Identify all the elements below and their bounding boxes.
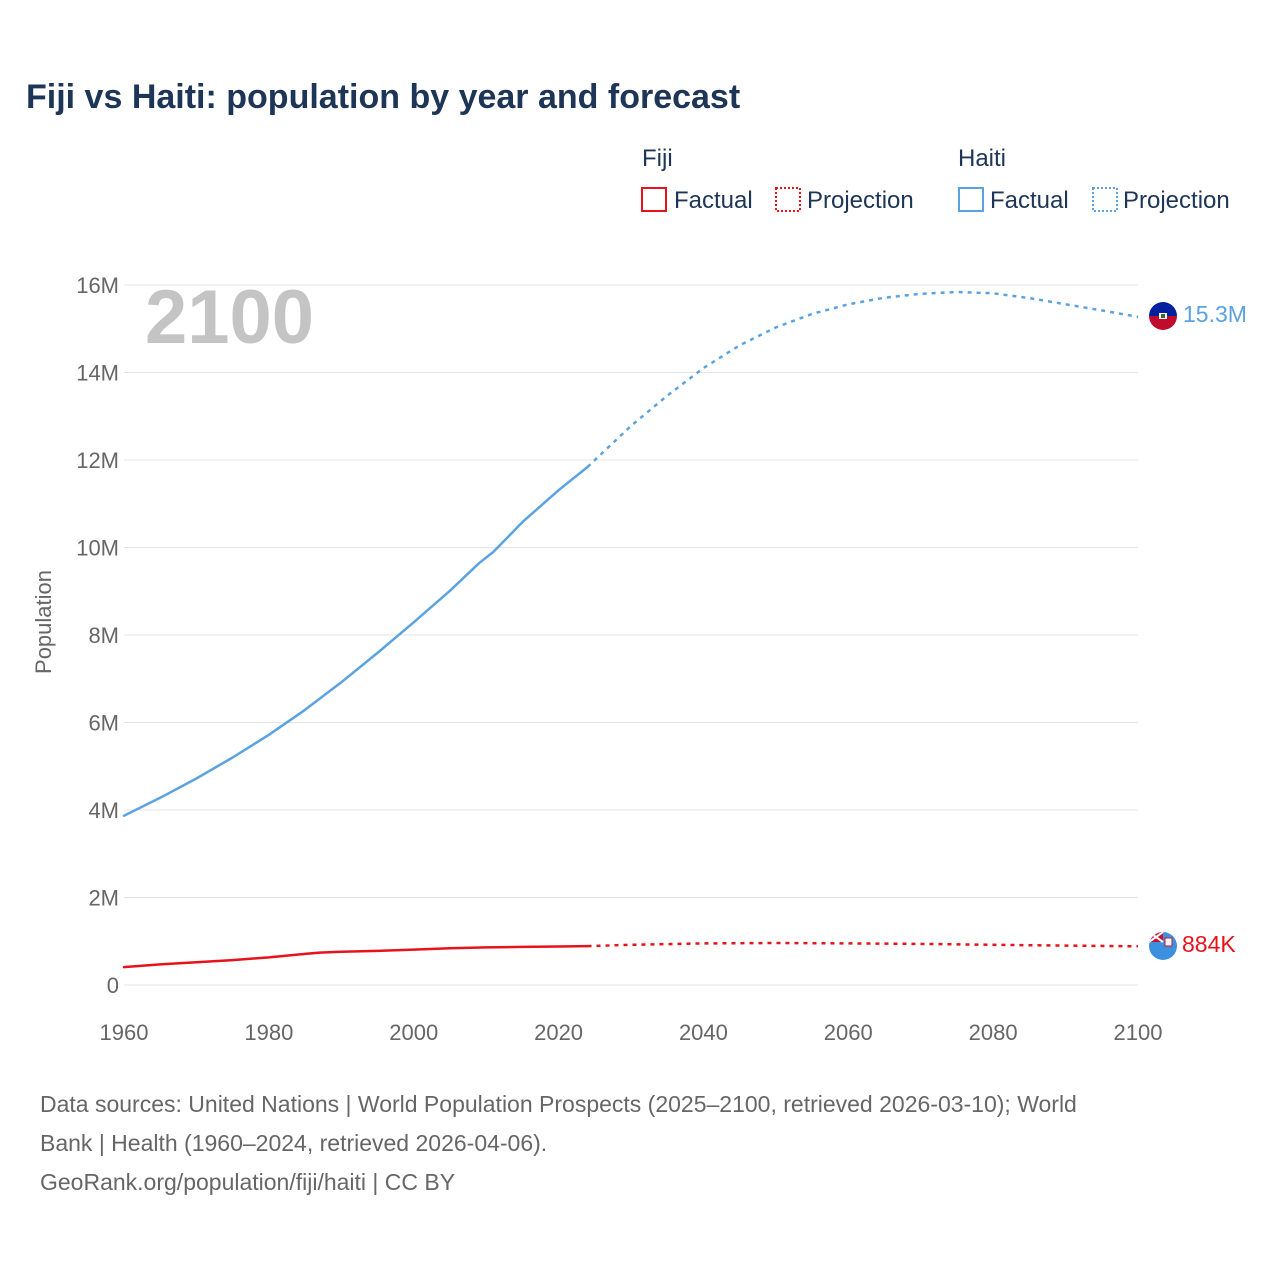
source-line-1: Data sources: United Nations | World Pop… xyxy=(40,1091,1077,1117)
grid-layer xyxy=(124,284,1138,986)
fiji-projection-line[interactable] xyxy=(587,941,1139,948)
haiti-end-label: 15.3M xyxy=(1183,301,1247,327)
x-tick-label: 2040 xyxy=(679,1020,728,1045)
haiti-factual-line[interactable] xyxy=(122,465,589,817)
y-tick-label: 0 xyxy=(107,973,119,998)
legend-label-haiti-factual[interactable]: Factual xyxy=(990,187,1069,214)
fiji-end-label: 884K xyxy=(1182,931,1236,957)
legend-group-fiji: Fiji xyxy=(642,145,673,172)
x-tick-label: 2020 xyxy=(534,1020,583,1045)
y-tick-label: 14M xyxy=(76,361,119,386)
y-tick-label: 10M xyxy=(76,536,119,561)
legend-label-haiti-projection[interactable]: Projection xyxy=(1123,187,1230,214)
chart-title: Fiji vs Haiti: population by year and fo… xyxy=(26,78,740,116)
x-tick-label: 2060 xyxy=(824,1020,873,1045)
source-line-2: Bank | Health (1960–2024, retrieved 2026… xyxy=(40,1130,547,1156)
x-tick-label: 2100 xyxy=(1114,1020,1163,1045)
legend-label-fiji-projection[interactable]: Projection xyxy=(807,187,914,214)
legend: Fiji Haiti Factual Projection Factual Pr… xyxy=(641,145,1230,214)
fiji-flag-icon xyxy=(1149,932,1177,960)
y-tick-label: 12M xyxy=(76,448,119,473)
y-tick-label: 6M xyxy=(88,711,119,736)
x-tick-label: 2000 xyxy=(389,1020,438,1045)
x-tick-label: 1980 xyxy=(244,1020,293,1045)
y-axis-label: Population xyxy=(31,570,56,674)
legend-swatch-haiti-projection[interactable] xyxy=(1092,187,1118,212)
legend-swatch-fiji-factual[interactable] xyxy=(641,187,667,212)
x-axis-ticks: 1960 1980 2000 2020 2040 2060 2080 2100 xyxy=(100,1020,1163,1045)
y-tick-label: 8M xyxy=(88,623,119,648)
attribution-link[interactable]: GeoRank.org/population/fiji/haiti | CC B… xyxy=(40,1169,455,1195)
legend-group-haiti: Haiti xyxy=(958,145,1006,172)
haiti-flag-icon xyxy=(1149,302,1177,330)
y-tick-label: 2M xyxy=(88,886,119,911)
y-tick-label: 16M xyxy=(76,273,119,298)
haiti-projection-line[interactable] xyxy=(586,290,1139,468)
legend-label-fiji-factual[interactable]: Factual xyxy=(674,187,753,214)
x-tick-label: 2080 xyxy=(969,1020,1018,1045)
fiji-factual-line[interactable] xyxy=(122,944,589,969)
legend-swatch-haiti-factual[interactable] xyxy=(958,187,984,212)
year-watermark: 2100 xyxy=(145,275,314,360)
y-axis-ticks: 0 2M 4M 6M 8M 10M 12M 14M 16M xyxy=(76,273,119,998)
legend-swatch-fiji-projection[interactable] xyxy=(775,187,801,212)
series-layer xyxy=(122,290,1139,969)
y-tick-label: 4M xyxy=(88,798,119,823)
x-tick-label: 1960 xyxy=(100,1020,149,1045)
